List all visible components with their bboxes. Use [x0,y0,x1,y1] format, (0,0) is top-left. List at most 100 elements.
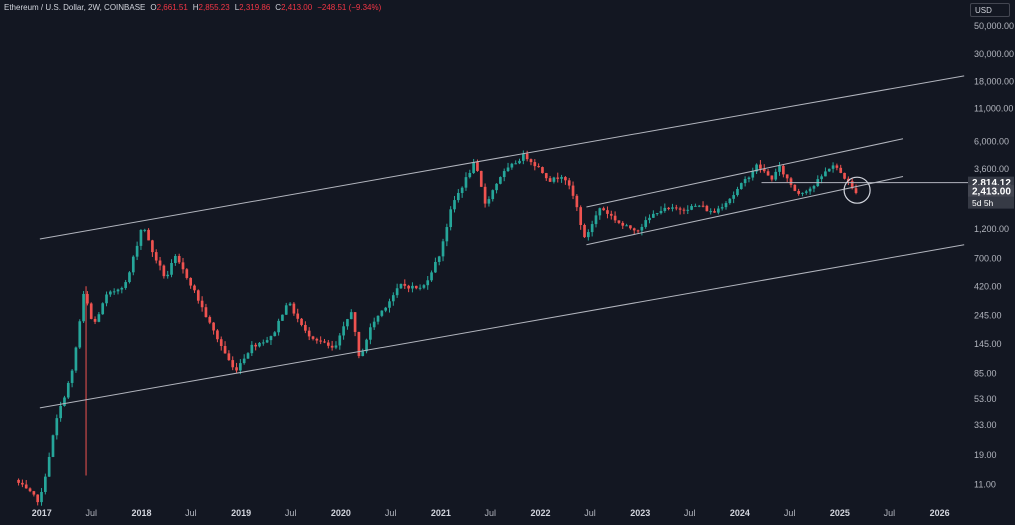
candle-body [571,185,575,196]
price-axis[interactable]: 50,000.00 30,000.00 18,000.00 11,000.00 6,00… [974,21,1014,490]
candle-body [105,294,108,304]
candle-body [663,207,667,211]
candle-body [541,167,544,174]
price-tick-label: 19.00 [974,450,997,460]
candle-body [434,261,437,273]
candle-body [678,208,682,210]
time-tick-label: 2024 [730,508,750,518]
candle-body [219,339,223,346]
candle-body [697,205,701,207]
candle-body [609,213,613,216]
candle-body [47,456,51,477]
candle-body [709,211,713,213]
price-tick-label: 18,000.00 [974,77,1014,87]
candle-body [747,177,751,180]
price-tick-label: 6,000.00 [974,136,1009,146]
candle-body [120,287,124,290]
candle-body [109,291,112,295]
price-tick-label: 30,000.00 [974,49,1014,59]
candle-body [762,168,766,172]
candle-body [529,159,533,163]
price-tick-label: 420.00 [974,281,1002,291]
time-tick-label: Jul [485,508,497,518]
candle-body [128,272,131,283]
candle-body [694,205,697,207]
candle-body [74,347,78,371]
candle-body [216,330,219,340]
close-label: C [275,3,282,12]
candle-body [686,209,690,211]
candle-body [636,230,640,232]
candle-body [131,256,135,273]
price-tick-label: 245.00 [974,311,1002,321]
candle-body [304,324,307,331]
time-tick-label: 2021 [431,508,451,518]
candle-body [835,165,839,168]
candles-layer [17,150,858,506]
time-tick-label: Jul [884,508,896,518]
candle-body [479,170,483,187]
candle-body [292,303,296,314]
candle-body [250,344,254,354]
candle-body [277,320,280,333]
candle-body [602,208,605,211]
price-label-level: 2,814.12 [972,178,1011,189]
symbol-title[interactable]: Ethereum / U.S. Dollar, 2W, COINBASE [4,3,146,12]
candle-body [483,186,487,204]
candle-body [185,269,189,278]
candle-body [468,172,472,178]
candle-body [495,183,498,191]
candle-body [326,342,330,346]
candle-body [556,177,560,179]
candle-body [235,367,238,371]
candle-body [629,225,632,229]
candle-body [261,342,265,344]
price-tick-label: 50,000.00 [974,21,1014,31]
price-label-current: 2,413.00 [972,187,1011,198]
candle-body [736,189,739,196]
candle-body [533,162,537,167]
time-tick-label: Jul [584,508,596,518]
time-axis[interactable]: 2017 Jul 2018 Jul 2019 Jul 2020 Jul 2021 Jul 2022 J… [32,508,950,518]
candle-body [311,336,315,339]
candle-body [502,171,506,178]
candle-body [51,435,55,457]
candle-body [246,353,250,359]
candle-body [499,177,502,184]
candle-body [640,226,644,231]
candle-body [288,303,292,306]
candle-body [751,171,755,178]
time-tick-label: 2018 [131,508,151,518]
candle-body [755,164,758,172]
candle-body [407,285,410,289]
candle-body [158,260,162,266]
candle-body [369,327,372,340]
time-tick-label: Jul [385,508,397,518]
candle-body [560,177,563,179]
price-label-bg [968,196,1014,209]
candle-body [426,280,430,286]
candle-body [300,318,303,325]
candle-body [399,283,403,289]
candle-body [743,179,747,184]
time-tick-label: Jul [784,508,796,518]
candle-body [319,340,323,342]
candle-body [667,207,670,209]
candle-body [36,494,40,503]
candle-body [361,351,365,357]
candle-body [801,192,804,194]
candle-body [701,205,705,207]
candle-body [139,229,143,246]
currency-selector[interactable]: USD [970,3,1010,17]
trendlines-layer [39,75,968,409]
candle-body [44,476,47,492]
candle-body [357,331,361,357]
candle-body [28,488,32,492]
candle-body [422,285,426,288]
candle-body [567,180,571,186]
candle-body [617,220,621,223]
candle-body [86,293,89,304]
candle-body [770,175,774,180]
